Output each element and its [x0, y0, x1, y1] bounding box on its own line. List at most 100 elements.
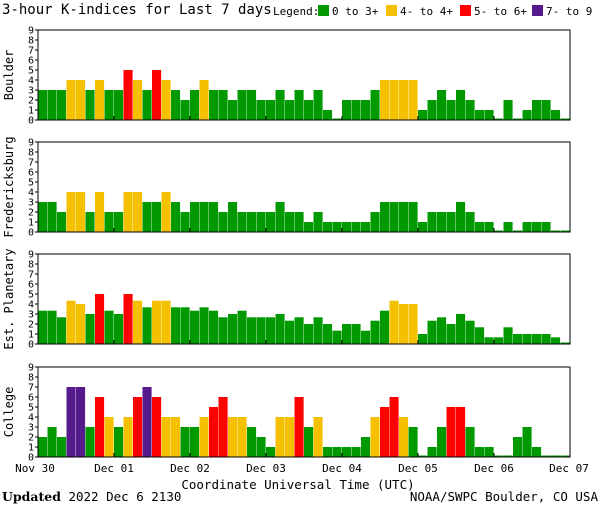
- bar-college-32: [342, 447, 352, 457]
- bar-college-44: [456, 407, 466, 457]
- bar-boulder-47: [484, 110, 494, 120]
- bar-est-planetary-44: [456, 314, 466, 344]
- updated-label: Updated: [2, 489, 61, 504]
- bar-college-55: [560, 455, 570, 457]
- bar-college-23: [256, 437, 266, 457]
- bar-college-31: [332, 447, 342, 457]
- bar-fredericksburg-54: [551, 230, 561, 232]
- bar-est-planetary-35: [370, 320, 380, 344]
- bar-college-34: [361, 437, 371, 457]
- bar-boulder-44: [456, 90, 466, 120]
- bar-est-planetary-26: [285, 320, 295, 344]
- bar-boulder-51: [522, 110, 532, 120]
- bar-est-planetary-50: [513, 334, 523, 344]
- bar-est-planetary-45: [465, 320, 475, 344]
- bar-fredericksburg-55: [560, 230, 570, 232]
- y-tick-label-college-7: 7: [28, 383, 34, 394]
- bar-college-4: [76, 387, 86, 457]
- bar-boulder-40: [418, 110, 428, 120]
- bar-fredericksburg-40: [418, 222, 428, 232]
- bar-est-planetary-4: [76, 304, 86, 344]
- bar-fredericksburg-43: [446, 212, 456, 232]
- bar-fredericksburg-53: [541, 222, 551, 232]
- bar-boulder-17: [199, 80, 209, 120]
- bar-boulder-21: [237, 90, 247, 120]
- bar-boulder-50: [513, 118, 523, 120]
- bar-est-planetary-9: [123, 294, 133, 344]
- bar-fredericksburg-26: [285, 212, 295, 232]
- legend-label: Legend:: [273, 5, 319, 18]
- bar-boulder-2: [57, 90, 67, 120]
- bar-est-planetary-19: [218, 317, 228, 344]
- bar-college-9: [123, 417, 133, 457]
- bar-boulder-20: [228, 100, 238, 120]
- y-tick-label-est-planetary-7: 7: [28, 270, 34, 281]
- bar-fredericksburg-15: [180, 212, 190, 232]
- bar-est-planetary-30: [323, 324, 333, 344]
- bar-college-7: [104, 417, 114, 457]
- updated-stamp: Updated 2022 Dec 6 2130: [2, 489, 181, 504]
- bar-fredericksburg-46: [475, 222, 485, 232]
- bar-boulder-48: [494, 118, 504, 120]
- bar-fredericksburg-5: [85, 212, 95, 232]
- bar-est-planetary-42: [437, 317, 447, 344]
- bar-est-planetary-38: [399, 304, 409, 344]
- bar-boulder-14: [171, 90, 181, 120]
- bar-college-35: [370, 417, 380, 457]
- bar-boulder-53: [541, 100, 551, 120]
- y-tick-label-college-0: 0: [28, 453, 34, 464]
- bar-boulder-27: [294, 90, 304, 120]
- bar-college-50: [513, 437, 523, 457]
- bar-fredericksburg-4: [76, 192, 86, 232]
- bar-fredericksburg-21: [237, 212, 247, 232]
- y-tick-label-boulder-4: 4: [28, 76, 34, 87]
- bar-fredericksburg-20: [228, 202, 238, 232]
- bar-college-0: [38, 437, 48, 457]
- bar-fredericksburg-45: [465, 212, 475, 232]
- y-tick-label-est-planetary-5: 5: [28, 290, 34, 301]
- bar-boulder-13: [161, 80, 171, 120]
- y-tick-label-college-4: 4: [28, 413, 34, 424]
- bar-fredericksburg-9: [123, 192, 133, 232]
- bar-college-1: [47, 427, 57, 457]
- bar-est-planetary-25: [275, 314, 285, 344]
- bar-college-19: [218, 397, 228, 457]
- bar-boulder-28: [304, 100, 314, 120]
- bar-boulder-38: [399, 80, 409, 120]
- y-tick-label-est-planetary-9: 9: [28, 250, 34, 261]
- bar-boulder-39: [408, 80, 418, 120]
- y-tick-label-boulder-9: 9: [28, 26, 34, 37]
- bar-est-planetary-49: [503, 327, 513, 344]
- bar-boulder-6: [95, 80, 105, 120]
- bar-est-planetary-41: [427, 320, 437, 344]
- bar-fredericksburg-8: [114, 212, 124, 232]
- bar-fredericksburg-25: [275, 202, 285, 232]
- bar-est-planetary-34: [361, 330, 371, 344]
- bar-est-planetary-29: [313, 317, 323, 344]
- bar-est-planetary-5: [85, 314, 95, 344]
- bar-fredericksburg-12: [152, 202, 162, 232]
- bar-boulder-18: [209, 90, 219, 120]
- bar-college-15: [180, 427, 190, 457]
- bar-college-26: [285, 417, 295, 457]
- legend: Legend: 0 to 3+ 4- to 4+ 5- to 6+ 7- to 9: [273, 5, 592, 18]
- y-tick-label-boulder-6: 6: [28, 56, 34, 67]
- bar-est-planetary-6: [95, 294, 105, 344]
- x-tick-label-dec-07: Dec 07: [549, 462, 589, 475]
- bar-est-planetary-0: [38, 310, 48, 344]
- bar-boulder-12: [152, 70, 162, 120]
- bar-boulder-31: [332, 118, 342, 120]
- legend-swatch-0-to-3: [318, 5, 329, 16]
- bar-boulder-42: [437, 90, 447, 120]
- bar-college-10: [133, 397, 143, 457]
- bar-fredericksburg-0: [38, 202, 48, 232]
- bar-fredericksburg-38: [399, 202, 409, 232]
- bar-est-planetary-48: [494, 337, 504, 344]
- bar-est-planetary-54: [551, 337, 561, 344]
- bar-college-46: [475, 447, 485, 457]
- bar-college-47: [484, 447, 494, 457]
- bar-est-planetary-21: [237, 310, 247, 344]
- bar-fredericksburg-48: [494, 230, 504, 232]
